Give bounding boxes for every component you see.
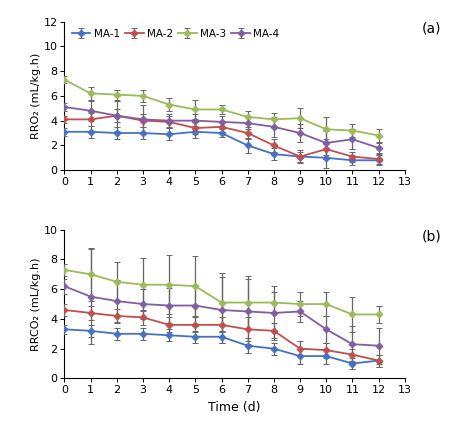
- Text: (b): (b): [421, 230, 441, 244]
- Y-axis label: RRCO₂ (mL/kg.h): RRCO₂ (mL/kg.h): [31, 257, 40, 351]
- Legend: MA-1, MA-2, MA-3, MA-4: MA-1, MA-2, MA-3, MA-4: [69, 27, 281, 41]
- X-axis label: Time (d): Time (d): [208, 401, 260, 414]
- Y-axis label: RRO₂ (mL/kg.h): RRO₂ (mL/kg.h): [30, 53, 40, 139]
- Text: (a): (a): [421, 22, 440, 36]
